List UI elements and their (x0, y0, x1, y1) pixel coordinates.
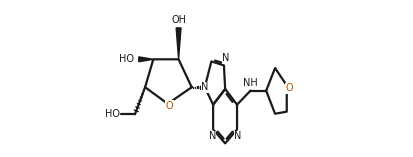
Text: N: N (201, 82, 209, 92)
Text: HO: HO (105, 109, 120, 119)
Text: O: O (166, 100, 173, 111)
Text: O: O (285, 83, 293, 93)
Text: NH: NH (243, 78, 258, 88)
Text: N: N (234, 131, 242, 141)
Polygon shape (139, 57, 153, 62)
Text: N: N (209, 131, 216, 141)
Text: N: N (222, 53, 229, 63)
Text: HO: HO (119, 54, 133, 64)
Polygon shape (176, 28, 181, 59)
Text: OH: OH (171, 15, 186, 25)
